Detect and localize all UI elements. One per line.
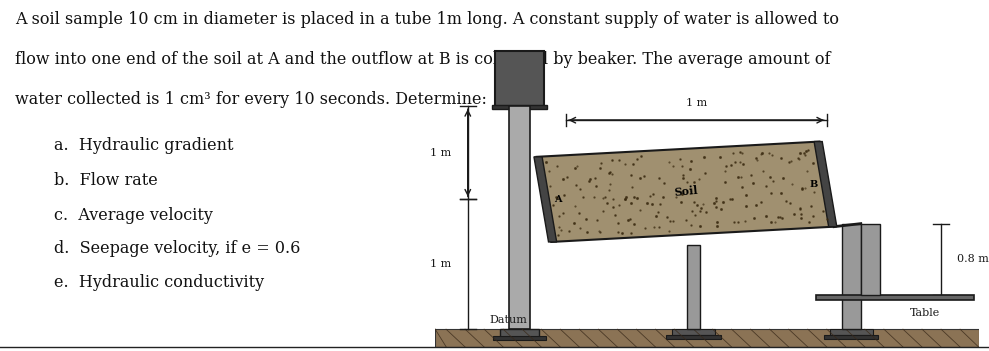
Polygon shape bbox=[814, 141, 837, 227]
Text: B: B bbox=[809, 180, 817, 188]
Bar bbox=[842, 224, 860, 329]
Bar bbox=[509, 106, 530, 329]
Polygon shape bbox=[534, 157, 557, 242]
Text: 0.8 m: 0.8 m bbox=[957, 254, 989, 264]
Text: A: A bbox=[554, 195, 562, 204]
Bar bbox=[667, 335, 721, 339]
Text: 1 m: 1 m bbox=[430, 259, 452, 269]
Text: water collected is 1 cm³ for every 10 seconds. Determine:: water collected is 1 cm³ for every 10 se… bbox=[15, 91, 487, 108]
Text: Datum: Datum bbox=[490, 314, 527, 325]
Bar bbox=[493, 336, 546, 340]
Bar bbox=[435, 329, 979, 347]
Text: 1 m: 1 m bbox=[685, 98, 707, 108]
Bar bbox=[672, 329, 715, 335]
Text: Soil: Soil bbox=[673, 185, 698, 198]
Text: e.  Hydraulic conductivity: e. Hydraulic conductivity bbox=[54, 274, 264, 291]
Bar bbox=[830, 329, 873, 335]
Text: b.  Flow rate: b. Flow rate bbox=[54, 172, 158, 189]
Text: c.  Average velocity: c. Average velocity bbox=[54, 207, 214, 224]
Text: A soil sample 10 cm in diameter is placed in a tube 1m long. A constant supply o: A soil sample 10 cm in diameter is place… bbox=[15, 11, 839, 27]
Bar bbox=[495, 51, 544, 106]
Bar bbox=[493, 105, 547, 109]
Bar bbox=[816, 294, 973, 300]
Bar bbox=[824, 335, 878, 339]
Bar bbox=[500, 329, 539, 337]
Polygon shape bbox=[537, 141, 834, 242]
Bar bbox=[686, 245, 700, 329]
Text: flow into one end of the soil at A and the outflow at B is collected by beaker. : flow into one end of the soil at A and t… bbox=[15, 51, 831, 68]
Text: d.  Seepage velocity, if e = 0.6: d. Seepage velocity, if e = 0.6 bbox=[54, 240, 301, 257]
Text: a.  Hydraulic gradient: a. Hydraulic gradient bbox=[54, 137, 233, 154]
Text: Table: Table bbox=[910, 308, 940, 318]
Text: 1 m: 1 m bbox=[430, 148, 452, 158]
Bar bbox=[860, 224, 880, 294]
